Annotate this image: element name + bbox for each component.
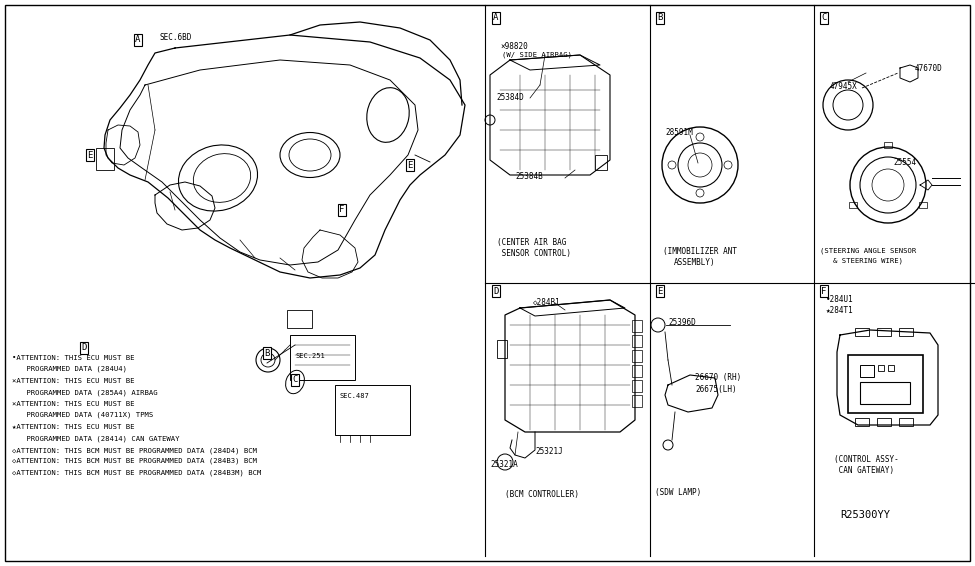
Bar [888, 365, 894, 371]
Text: D: D [81, 344, 87, 353]
Text: (STEERING ANGLE SENSOR: (STEERING ANGLE SENSOR [820, 247, 916, 254]
Bar [632, 335, 642, 347]
Text: F: F [821, 286, 827, 295]
Text: SEC.487: SEC.487 [340, 393, 370, 399]
Text: C: C [292, 375, 297, 384]
Bar [632, 320, 642, 332]
Bar [96, 148, 114, 170]
Text: (SDW LAMP): (SDW LAMP) [655, 488, 701, 497]
Text: SENSOR CONTROL): SENSOR CONTROL) [497, 249, 571, 258]
Text: 47945X: 47945X [830, 82, 858, 91]
Text: D: D [493, 286, 498, 295]
Bar [335, 385, 410, 435]
Text: (IMMOBILIZER ANT: (IMMOBILIZER ANT [663, 247, 737, 256]
Text: 26675(LH): 26675(LH) [695, 385, 737, 394]
Bar [855, 418, 869, 426]
Bar [877, 418, 891, 426]
Text: (W/ SIDE AIRBAG): (W/ SIDE AIRBAG) [502, 51, 572, 58]
Text: 28591M: 28591M [665, 128, 693, 137]
Text: ◇ATTENTION: THIS BCM MUST BE PROGRAMMED DATA (284D4) BCM: ◇ATTENTION: THIS BCM MUST BE PROGRAMMED … [12, 447, 257, 453]
Bar [855, 328, 869, 336]
Text: ◇ATTENTION: THIS BCM MUST BE PROGRAMMED DATA (284B3M) BCM: ◇ATTENTION: THIS BCM MUST BE PROGRAMMED … [12, 469, 261, 475]
Text: PROGRAMMED DATA (285A4) AIRBAG: PROGRAMMED DATA (285A4) AIRBAG [22, 389, 158, 396]
Text: B: B [657, 14, 663, 23]
Text: R25300YY: R25300YY [840, 510, 890, 520]
Bar [849, 202, 857, 208]
Text: ◇284B1: ◇284B1 [533, 298, 561, 307]
Bar [884, 142, 892, 148]
Text: & STEERING WIRE): & STEERING WIRE) [833, 258, 903, 264]
Text: 25384B: 25384B [515, 172, 543, 181]
Text: (BCM CONTROLLER): (BCM CONTROLLER) [505, 490, 579, 499]
Text: 25384D: 25384D [496, 93, 524, 102]
Text: •284U1: •284U1 [826, 295, 854, 304]
Text: 25321J: 25321J [535, 447, 563, 456]
Bar [918, 202, 926, 208]
Bar [860, 382, 910, 404]
Text: F: F [339, 205, 345, 215]
Text: E: E [657, 286, 663, 295]
Bar [287, 310, 312, 328]
Bar [632, 395, 642, 407]
Text: ×98820: ×98820 [500, 42, 527, 51]
Bar [632, 350, 642, 362]
Bar [860, 365, 874, 377]
Text: CAN GATEWAY): CAN GATEWAY) [834, 466, 894, 475]
Text: •ATTENTION: THIS ECU MUST BE: •ATTENTION: THIS ECU MUST BE [12, 355, 135, 361]
Text: (CENTER AIR BAG: (CENTER AIR BAG [497, 238, 566, 247]
Text: B: B [264, 349, 270, 358]
Text: 25554: 25554 [893, 158, 916, 167]
Text: 25396D: 25396D [668, 318, 696, 327]
Text: 26670 (RH): 26670 (RH) [695, 373, 741, 382]
Text: ASSEMBLY): ASSEMBLY) [674, 258, 716, 267]
Text: ×ATTENTION: THIS ECU MUST BE: ×ATTENTION: THIS ECU MUST BE [12, 378, 135, 384]
Bar [848, 355, 923, 413]
Text: PROGRAMMED DATA (284U4): PROGRAMMED DATA (284U4) [22, 366, 127, 372]
Text: 25321A: 25321A [490, 460, 518, 469]
Bar [497, 340, 507, 358]
Text: ◇ATTENTION: THIS BCM MUST BE PROGRAMMED DATA (284B3) BCM: ◇ATTENTION: THIS BCM MUST BE PROGRAMMED … [12, 458, 257, 465]
Bar [899, 418, 913, 426]
Text: A: A [136, 36, 140, 45]
Text: SEC.6BD: SEC.6BD [160, 33, 192, 42]
Text: E: E [88, 151, 93, 160]
Bar [877, 328, 891, 336]
Text: PROGRAMMED DATA (40711X) TPMS: PROGRAMMED DATA (40711X) TPMS [22, 412, 153, 418]
Bar [632, 365, 642, 377]
Text: (CONTROL ASSY-: (CONTROL ASSY- [834, 455, 899, 464]
Text: ★284T1: ★284T1 [826, 306, 854, 315]
Bar [632, 380, 642, 392]
Text: ×ATTENTION: THIS ECU MUST BE: ×ATTENTION: THIS ECU MUST BE [12, 401, 135, 407]
Text: C: C [821, 14, 827, 23]
Text: ★ATTENTION: THIS ECU MUST BE: ★ATTENTION: THIS ECU MUST BE [12, 424, 135, 430]
Text: 47670D: 47670D [915, 64, 943, 73]
Bar [595, 155, 607, 170]
Bar [290, 335, 355, 380]
Text: A: A [493, 14, 498, 23]
Text: SEC.251: SEC.251 [295, 353, 325, 359]
Bar [899, 328, 913, 336]
Bar [878, 365, 884, 371]
Text: PROGRAMMED DATA (28414) CAN GATEWAY: PROGRAMMED DATA (28414) CAN GATEWAY [22, 435, 179, 441]
Text: E: E [408, 161, 412, 169]
